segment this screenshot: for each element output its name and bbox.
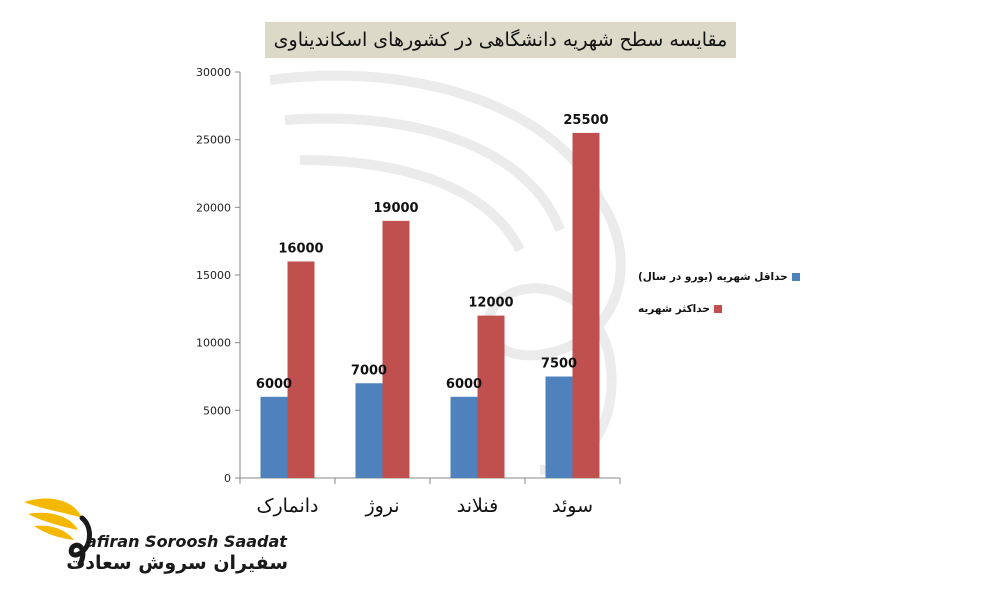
x-tick-label: فنلاند xyxy=(457,495,498,517)
data-label: 19000 xyxy=(373,201,418,216)
data-label: 6000 xyxy=(256,377,292,392)
bar-max xyxy=(287,261,315,478)
company-logo: afiran Soroosh Saadat سفیران سروش سعادت xyxy=(20,492,290,584)
y-tick-label: 10000 xyxy=(196,337,231,350)
data-label: 25500 xyxy=(563,113,608,128)
legend-item-max: حداکثر شهریه xyxy=(638,300,838,318)
bar-max xyxy=(477,315,505,478)
bar-min xyxy=(355,383,383,478)
logo-name-en: afiran Soroosh Saadat xyxy=(86,532,287,551)
y-tick-label: 30000 xyxy=(196,66,231,79)
data-label: 6000 xyxy=(446,377,482,392)
y-tick-label: 5000 xyxy=(203,404,231,417)
bar-min xyxy=(450,396,478,478)
y-tick-label: 20000 xyxy=(196,201,231,214)
bar-min xyxy=(545,376,573,478)
wing-logo-icon xyxy=(24,498,92,567)
data-label: 12000 xyxy=(468,296,513,311)
y-tick-label: 0 xyxy=(224,472,231,485)
bar-max xyxy=(382,220,410,478)
x-tick-label: دانمارک xyxy=(257,495,319,517)
x-tick-label: سوئد xyxy=(552,495,593,517)
bar-min xyxy=(260,396,288,478)
bar-max xyxy=(572,132,600,478)
legend-label-min: حداقل شهریه (یورو در سال) xyxy=(638,271,788,283)
x-tick-label: نروژ xyxy=(364,495,399,517)
legend-item-min: حداقل شهریه (یورو در سال) xyxy=(638,268,838,286)
data-label: 7500 xyxy=(541,357,577,372)
y-tick-label: 15000 xyxy=(196,269,231,282)
legend: حداقل شهریه (یورو در سال) حداکثر شهریه xyxy=(638,268,838,332)
data-label: 16000 xyxy=(278,241,323,256)
logo-name-fa: سفیران سروش سعادت xyxy=(66,552,288,574)
legend-swatch-min xyxy=(791,273,800,281)
legend-label-max: حداکثر شهریه xyxy=(638,303,710,315)
legend-swatch-max xyxy=(713,305,722,313)
y-tick-label: 25000 xyxy=(196,134,231,147)
data-label: 7000 xyxy=(351,363,387,378)
chart-title: مقایسه سطح شهریه دانشگاهی در کشورهای اسک… xyxy=(265,22,736,58)
